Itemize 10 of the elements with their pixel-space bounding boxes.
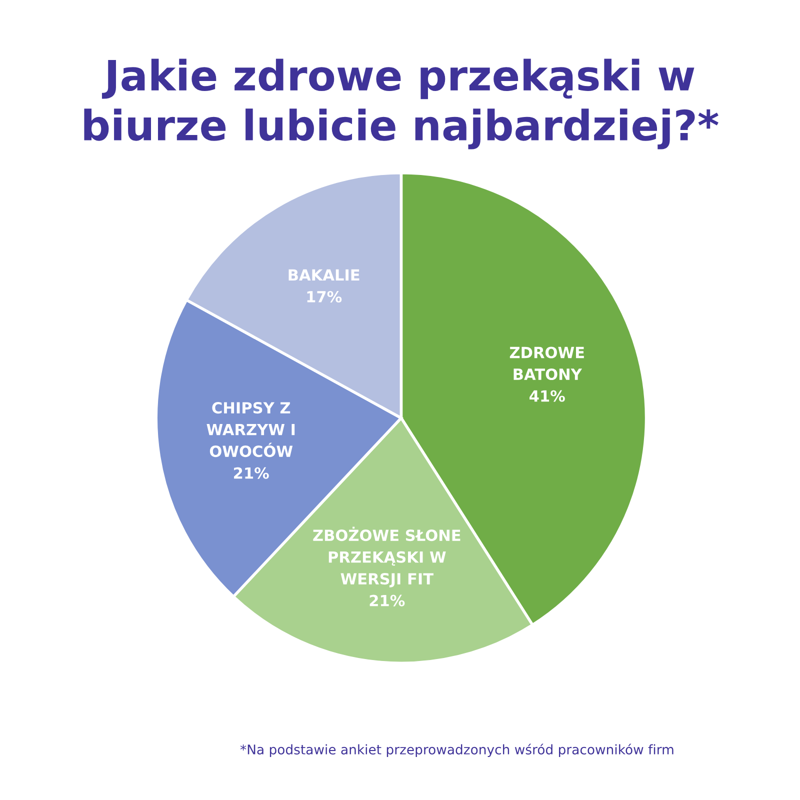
slice-label: BAKALIE — [288, 269, 360, 281]
data-label: 17% — [307, 290, 342, 303]
data-label: 21% — [234, 467, 269, 479]
text: *Na podstawie ankiet przeprowadzonych wśród pracowników firm — [240, 744, 674, 758]
slice-label: ZBOŻOWE SŁONE PRZEKĄSKI W WERSJI FIT — [313, 526, 460, 588]
data-label: 21% — [370, 594, 405, 606]
data-label: 41% — [530, 390, 565, 402]
slice-label: ZDROWE BATONY — [510, 346, 584, 380]
chart-title: Jakie zdrowe przekąski w biurze lubicie najbardziej?* — [84, 58, 718, 150]
slice-label: CHIPSY Z WARZYW I OWOCÓW — [206, 402, 295, 458]
